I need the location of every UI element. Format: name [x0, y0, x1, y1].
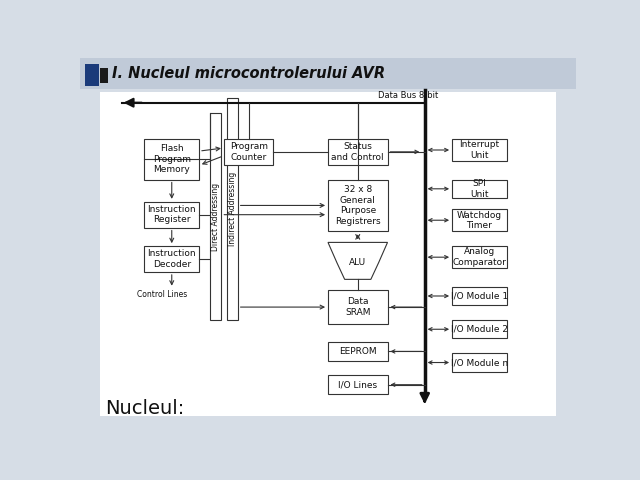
FancyBboxPatch shape — [452, 320, 507, 338]
Text: I. Nucleul microcontrolerului AVR: I. Nucleul microcontrolerului AVR — [112, 66, 385, 81]
Text: Indirect Addressing: Indirect Addressing — [228, 172, 237, 246]
FancyBboxPatch shape — [328, 375, 388, 394]
Text: I/O Module 2: I/O Module 2 — [451, 325, 508, 334]
FancyBboxPatch shape — [328, 290, 388, 324]
FancyBboxPatch shape — [452, 139, 507, 161]
Text: Analog
Comparator: Analog Comparator — [452, 248, 506, 267]
FancyBboxPatch shape — [85, 64, 99, 86]
FancyBboxPatch shape — [100, 68, 108, 84]
Text: Control Lines: Control Lines — [137, 289, 187, 299]
FancyBboxPatch shape — [328, 139, 388, 165]
FancyBboxPatch shape — [452, 287, 507, 305]
Text: Program
Counter: Program Counter — [230, 142, 268, 162]
FancyBboxPatch shape — [100, 92, 556, 416]
Text: Interrupt
Unit: Interrupt Unit — [460, 140, 499, 160]
Text: Data Bus 8-bit: Data Bus 8-bit — [378, 91, 438, 100]
FancyBboxPatch shape — [145, 202, 199, 228]
Text: Watchdog
Timer: Watchdog Timer — [457, 211, 502, 230]
FancyBboxPatch shape — [452, 246, 507, 268]
Text: Status
and Control: Status and Control — [332, 142, 384, 162]
FancyBboxPatch shape — [452, 353, 507, 372]
Polygon shape — [328, 242, 388, 279]
Text: ALU: ALU — [349, 258, 366, 267]
Text: SPI
Unit: SPI Unit — [470, 179, 488, 199]
FancyBboxPatch shape — [80, 58, 576, 89]
FancyBboxPatch shape — [452, 180, 507, 198]
Text: Flash
Program
Memory: Flash Program Memory — [153, 144, 191, 174]
Text: I/O Lines: I/O Lines — [338, 380, 378, 389]
Text: I/O Module 1: I/O Module 1 — [451, 291, 508, 300]
FancyBboxPatch shape — [328, 342, 388, 360]
Text: 32 x 8
General
Purpose
Registrers: 32 x 8 General Purpose Registrers — [335, 185, 381, 226]
Text: Instruction
Register: Instruction Register — [147, 205, 196, 224]
FancyBboxPatch shape — [145, 139, 199, 180]
FancyBboxPatch shape — [328, 180, 388, 231]
FancyBboxPatch shape — [452, 209, 507, 231]
FancyBboxPatch shape — [224, 139, 273, 165]
Text: Nucleul:: Nucleul: — [105, 399, 184, 418]
Text: Data
SRAM: Data SRAM — [345, 298, 371, 317]
Text: Instruction
Decoder: Instruction Decoder — [147, 249, 196, 269]
FancyBboxPatch shape — [145, 246, 199, 272]
Text: EEPROM: EEPROM — [339, 347, 376, 356]
Text: I/O Module n: I/O Module n — [451, 358, 508, 367]
Text: Direct Addressing: Direct Addressing — [211, 182, 220, 251]
